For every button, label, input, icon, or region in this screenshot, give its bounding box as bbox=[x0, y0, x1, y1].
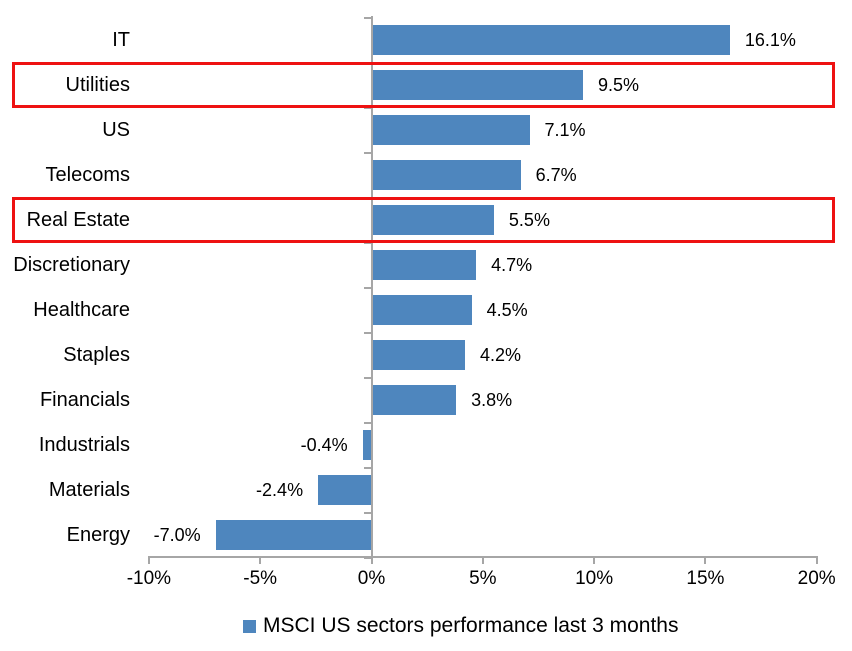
bar bbox=[371, 250, 477, 280]
highlight-box-real-estate bbox=[12, 196, 835, 243]
x-axis-tick-mark bbox=[147, 556, 150, 564]
category-tick-mark bbox=[364, 106, 372, 109]
category-tick-mark bbox=[364, 151, 372, 154]
category-tick-mark bbox=[364, 376, 372, 379]
bar bbox=[215, 520, 372, 550]
category-tick-mark bbox=[364, 421, 372, 424]
bar bbox=[371, 295, 472, 325]
value-label: -7.0% bbox=[153, 525, 201, 545]
x-axis-tick-label: 10% bbox=[575, 568, 614, 589]
legend-label: MSCI US sectors performance last 3 month… bbox=[263, 614, 679, 637]
value-label: 7.1% bbox=[544, 120, 586, 140]
bar bbox=[362, 430, 372, 460]
bar bbox=[371, 70, 583, 100]
category-tick-mark bbox=[364, 511, 372, 514]
bar bbox=[371, 340, 465, 370]
category-label: Energy bbox=[66, 524, 130, 546]
category-label: Healthcare bbox=[33, 299, 130, 321]
category-tick-mark bbox=[364, 16, 372, 19]
x-axis-tick-label: 5% bbox=[469, 568, 497, 589]
category-tick-mark bbox=[364, 286, 372, 289]
value-label: 5.5% bbox=[508, 210, 550, 230]
x-axis-tick-mark bbox=[481, 556, 484, 564]
value-label: 16.1% bbox=[744, 30, 796, 50]
x-axis-tick-mark bbox=[593, 556, 596, 564]
bar bbox=[318, 475, 372, 505]
category-tick-mark bbox=[364, 241, 372, 244]
highlight-box-utilities bbox=[12, 61, 835, 108]
category-label: Discretionary bbox=[13, 254, 130, 276]
category-label: Staples bbox=[63, 344, 130, 366]
category-tick-mark bbox=[364, 331, 372, 334]
x-axis-tick-label: -5% bbox=[243, 568, 278, 589]
value-label: 4.2% bbox=[479, 345, 522, 365]
legend-swatch-icon bbox=[243, 620, 256, 633]
value-label: 9.5% bbox=[597, 75, 639, 95]
category-label: Telecoms bbox=[45, 164, 130, 186]
category-label: Real Estate bbox=[26, 209, 130, 231]
value-label: 4.5% bbox=[486, 300, 528, 320]
value-label: -2.4% bbox=[256, 480, 304, 500]
bar bbox=[371, 160, 521, 190]
category-label: IT bbox=[112, 29, 130, 51]
bar bbox=[371, 115, 530, 145]
x-axis-tick-label: -10% bbox=[126, 568, 172, 589]
x-axis-tick-mark bbox=[370, 556, 373, 564]
category-label: Industrials bbox=[38, 434, 130, 456]
x-axis-tick-mark bbox=[259, 556, 262, 564]
value-label: 3.8% bbox=[471, 390, 513, 410]
bar bbox=[371, 25, 730, 55]
x-axis-line bbox=[147, 556, 818, 558]
category-label: US bbox=[102, 119, 130, 141]
y-axis-line bbox=[370, 16, 373, 557]
category-label: Materials bbox=[48, 479, 130, 501]
category-label: Utilities bbox=[65, 74, 130, 96]
bar bbox=[371, 385, 457, 415]
x-axis-tick-label: 15% bbox=[686, 568, 725, 589]
x-axis-tick-mark bbox=[815, 556, 818, 564]
value-label: 6.7% bbox=[535, 165, 577, 185]
category-tick-mark bbox=[364, 466, 372, 469]
value-label: -0.4% bbox=[300, 435, 348, 455]
x-axis-tick-mark bbox=[704, 556, 707, 564]
bar bbox=[371, 205, 494, 235]
value-label: 4.7% bbox=[491, 255, 533, 275]
x-axis-tick-label: 0% bbox=[357, 568, 386, 589]
category-label: Financials bbox=[39, 389, 130, 411]
x-axis-tick-label: 20% bbox=[797, 568, 836, 589]
